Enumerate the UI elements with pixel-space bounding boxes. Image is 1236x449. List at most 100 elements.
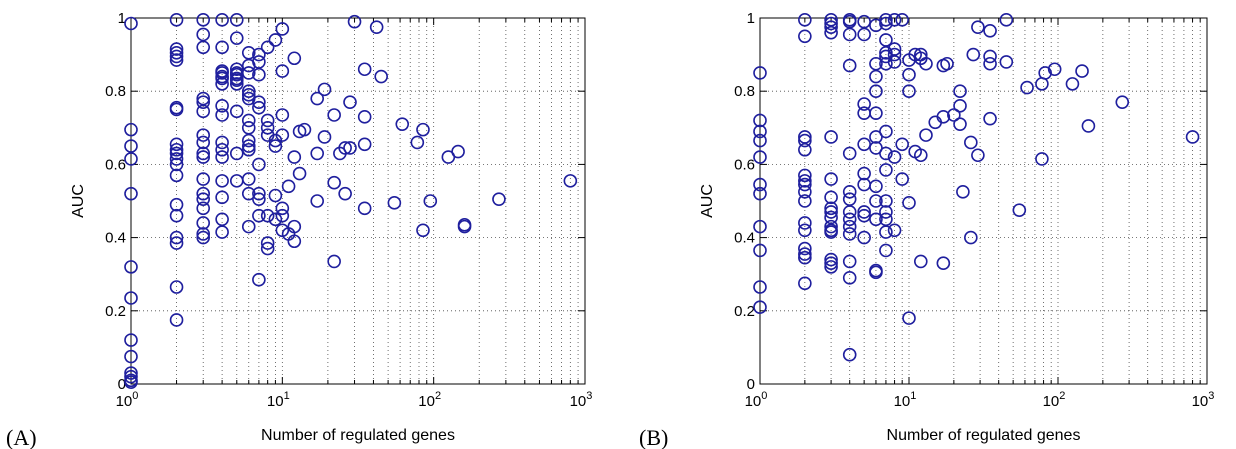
data-point (842, 27, 857, 42)
data-point (357, 137, 372, 152)
data-point (842, 185, 857, 199)
data-point (357, 110, 372, 124)
data-point (252, 192, 266, 206)
data-point (124, 375, 138, 389)
data-point (260, 208, 275, 223)
data-point (947, 108, 961, 122)
data-point (275, 201, 290, 216)
data-point (902, 311, 916, 325)
data-point (753, 66, 767, 80)
data-point (798, 13, 812, 27)
x-tick-label: 103 (570, 390, 593, 410)
data-point (215, 212, 229, 227)
x-tick-label: 103 (1192, 390, 1215, 410)
data-point (842, 219, 857, 234)
data-point (310, 146, 325, 161)
data-point (229, 13, 244, 27)
data-point (229, 62, 244, 77)
data-point (824, 172, 838, 186)
data-point (879, 124, 893, 139)
data-point (196, 146, 211, 161)
data-point (824, 16, 838, 31)
data-point (857, 27, 871, 42)
data-point (275, 128, 290, 142)
data-point (215, 190, 229, 205)
y-tick-label: 0.6 (734, 156, 755, 173)
data-point (169, 313, 184, 327)
data-point (798, 174, 812, 188)
data-point (798, 142, 812, 157)
y-tick-label: 1 (747, 10, 755, 27)
data-point (124, 366, 138, 380)
plot-area (131, 18, 585, 384)
y-tick-label: 0.4 (105, 230, 126, 247)
data-point (1065, 77, 1080, 91)
data-point (824, 130, 838, 144)
data-point (287, 219, 302, 234)
data-point (857, 208, 871, 223)
data-point (824, 20, 838, 34)
data-point (913, 148, 928, 163)
data-point (229, 77, 244, 91)
data-point (297, 122, 312, 137)
data-point (869, 179, 883, 194)
data-point (798, 168, 812, 183)
data-point (1185, 130, 1200, 144)
data-point (887, 223, 902, 238)
data-point (196, 91, 211, 106)
data-point (971, 148, 985, 163)
y-tick-label: 0.2 (734, 303, 755, 320)
data-point (999, 55, 1014, 69)
data-point (879, 45, 893, 60)
y-tick-label: 0.4 (734, 230, 755, 247)
data-point (879, 56, 893, 71)
data-point (395, 117, 410, 131)
data-point (857, 97, 871, 111)
data-point (879, 16, 893, 31)
data-point (753, 133, 767, 148)
data-point (124, 260, 138, 274)
data-point (887, 150, 902, 164)
data-point (857, 205, 871, 219)
x-tick-label: 101 (267, 390, 290, 410)
data-point (196, 186, 211, 201)
x-tick-exponent: 0 (761, 390, 767, 402)
data-point (124, 291, 138, 305)
data-point (215, 174, 229, 188)
data-point (241, 139, 256, 153)
data-point (252, 67, 266, 82)
data-point (753, 219, 767, 234)
data-point (983, 56, 997, 71)
data-point (842, 14, 857, 29)
data-point (842, 58, 857, 73)
grid (760, 18, 1207, 384)
data-point (842, 347, 857, 362)
x-tick-base: 10 (745, 393, 762, 410)
x-tick-base: 10 (267, 393, 284, 410)
y-tick-label: 0.6 (105, 156, 126, 173)
data-point (292, 166, 307, 181)
x-tick-base: 10 (1192, 393, 1209, 410)
data-point (252, 208, 266, 223)
data-point (196, 27, 211, 42)
grid (131, 18, 585, 384)
data-point (169, 42, 184, 56)
data-point (1081, 119, 1096, 133)
panel-label: (B) (639, 425, 668, 449)
data-point (268, 33, 283, 47)
data-point (268, 188, 283, 203)
data-point (281, 179, 296, 194)
x-tick-base: 10 (418, 393, 435, 410)
data-point (563, 174, 578, 188)
data-point (451, 144, 465, 159)
data-point (824, 256, 838, 271)
data-point (824, 205, 838, 219)
data-point (983, 49, 997, 64)
data-point (842, 254, 857, 269)
data-point (879, 243, 893, 258)
y-tick-label: 1 (118, 10, 126, 27)
data-point (1012, 203, 1027, 217)
data-point (268, 212, 283, 227)
